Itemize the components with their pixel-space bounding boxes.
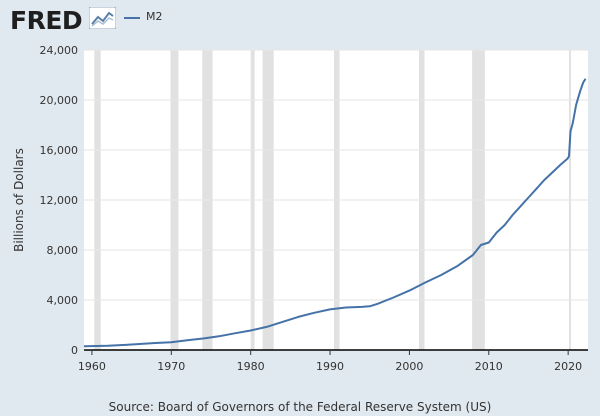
y-tick-label: 8,000 (47, 244, 79, 257)
legend-swatch (124, 17, 140, 19)
fred-logo[interactable]: FRED (10, 6, 83, 35)
x-tick-label: 1960 (78, 360, 106, 373)
y-tick-label: 0 (71, 344, 78, 357)
legend-label: M2 (146, 10, 163, 23)
y-tick-label: 20,000 (40, 94, 79, 107)
x-tick-label: 2010 (475, 360, 503, 373)
y-tick-label: 24,000 (40, 44, 79, 57)
source-note: Source: Board of Governors of the Federa… (108, 400, 492, 414)
x-tick-label: 2020 (554, 360, 582, 373)
y-tick-label: 16,000 (40, 144, 79, 157)
chart-header: FRED M2 (0, 0, 600, 40)
y-tick-label: 4,000 (47, 294, 79, 307)
x-tick-label: 1990 (316, 360, 344, 373)
x-tick-label: 1970 (157, 360, 185, 373)
series-line-m2 (83, 78, 587, 348)
y-tick-label: 12,000 (40, 194, 79, 207)
x-tick-label: 2000 (395, 360, 423, 373)
line-chart-icon (89, 7, 116, 29)
x-tick-label: 1980 (237, 360, 265, 373)
